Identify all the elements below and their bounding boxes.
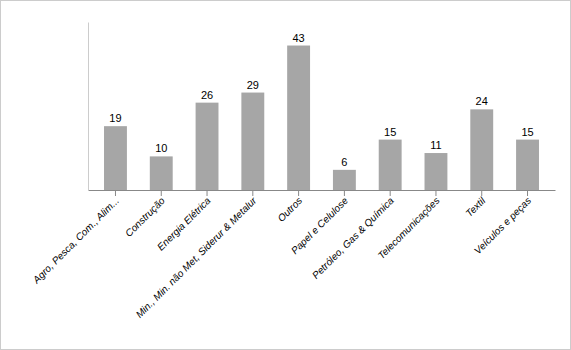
bar (241, 93, 264, 190)
data-labels: 19 10 26 29 43 6 15 11 24 15 (109, 32, 533, 168)
bar (470, 109, 493, 190)
bars (104, 46, 539, 190)
bar (196, 103, 219, 190)
plot: Agro, Pesca, Com., Alim...ConstruçãoEner… (30, 23, 556, 320)
x-tick: Petróleo, Gas & Química (310, 190, 396, 281)
x-tick-label: Veículos e peças (472, 195, 533, 256)
data-label: 15 (384, 126, 396, 138)
x-tick: Textil (463, 190, 488, 219)
bar (150, 156, 173, 190)
x-tick-label: Construção (123, 195, 167, 239)
x-tick-mark (390, 190, 391, 196)
bar (333, 170, 356, 190)
bar (104, 126, 127, 190)
y-axis (88, 23, 89, 191)
chart: Agro, Pesca, Com., Alim...ConstruçãoEner… (0, 0, 571, 350)
x-tick-label: Min., Min. não Met, Siderur & Metalur (134, 194, 259, 319)
data-label: 26 (201, 89, 213, 101)
x-tick-mark (161, 190, 162, 196)
x-tick: Agro, Pesca, Com., Alim... (30, 190, 121, 286)
x-tick-label: Textil (463, 194, 488, 219)
x-tick: Telecomunicações (376, 190, 442, 261)
bar (425, 153, 448, 190)
x-tick-label: Outros (275, 195, 304, 224)
data-label: 24 (476, 95, 488, 107)
bar (516, 140, 539, 190)
bar (379, 140, 402, 190)
x-tick: Outros (275, 190, 304, 224)
bar (287, 46, 310, 190)
x-tick-label: Telecomunicações (376, 195, 442, 261)
x-tick-mark (435, 190, 436, 196)
x-tick-label: Petróleo, Gas & Química (310, 195, 396, 281)
y-axis-line (88, 23, 89, 191)
x-tick-mark (298, 190, 299, 196)
x-tick: Min., Min. não Met, Siderur & Metalur (134, 190, 259, 320)
x-tick-mark (115, 190, 116, 196)
data-label: 15 (521, 126, 533, 138)
x-axis: Agro, Pesca, Com., Alim...ConstruçãoEner… (30, 190, 556, 320)
x-tick: Veículos e peças (472, 190, 533, 256)
x-tick-mark (344, 190, 345, 196)
x-tick-label: Agro, Pesca, Com., Alim... (30, 195, 121, 286)
x-tick-mark (207, 190, 208, 196)
x-tick: Construção (123, 190, 167, 239)
data-label: 6 (341, 156, 347, 168)
data-label: 43 (292, 32, 304, 44)
figure-border (1, 1, 571, 350)
data-label: 19 (109, 112, 121, 124)
x-tick-mark (527, 190, 528, 196)
data-label: 29 (247, 79, 259, 91)
x-tick-mark (252, 190, 253, 196)
x-axis-line (89, 190, 556, 191)
data-label: 11 (430, 139, 441, 151)
x-tick-mark (481, 190, 482, 196)
data-label: 10 (155, 142, 167, 154)
